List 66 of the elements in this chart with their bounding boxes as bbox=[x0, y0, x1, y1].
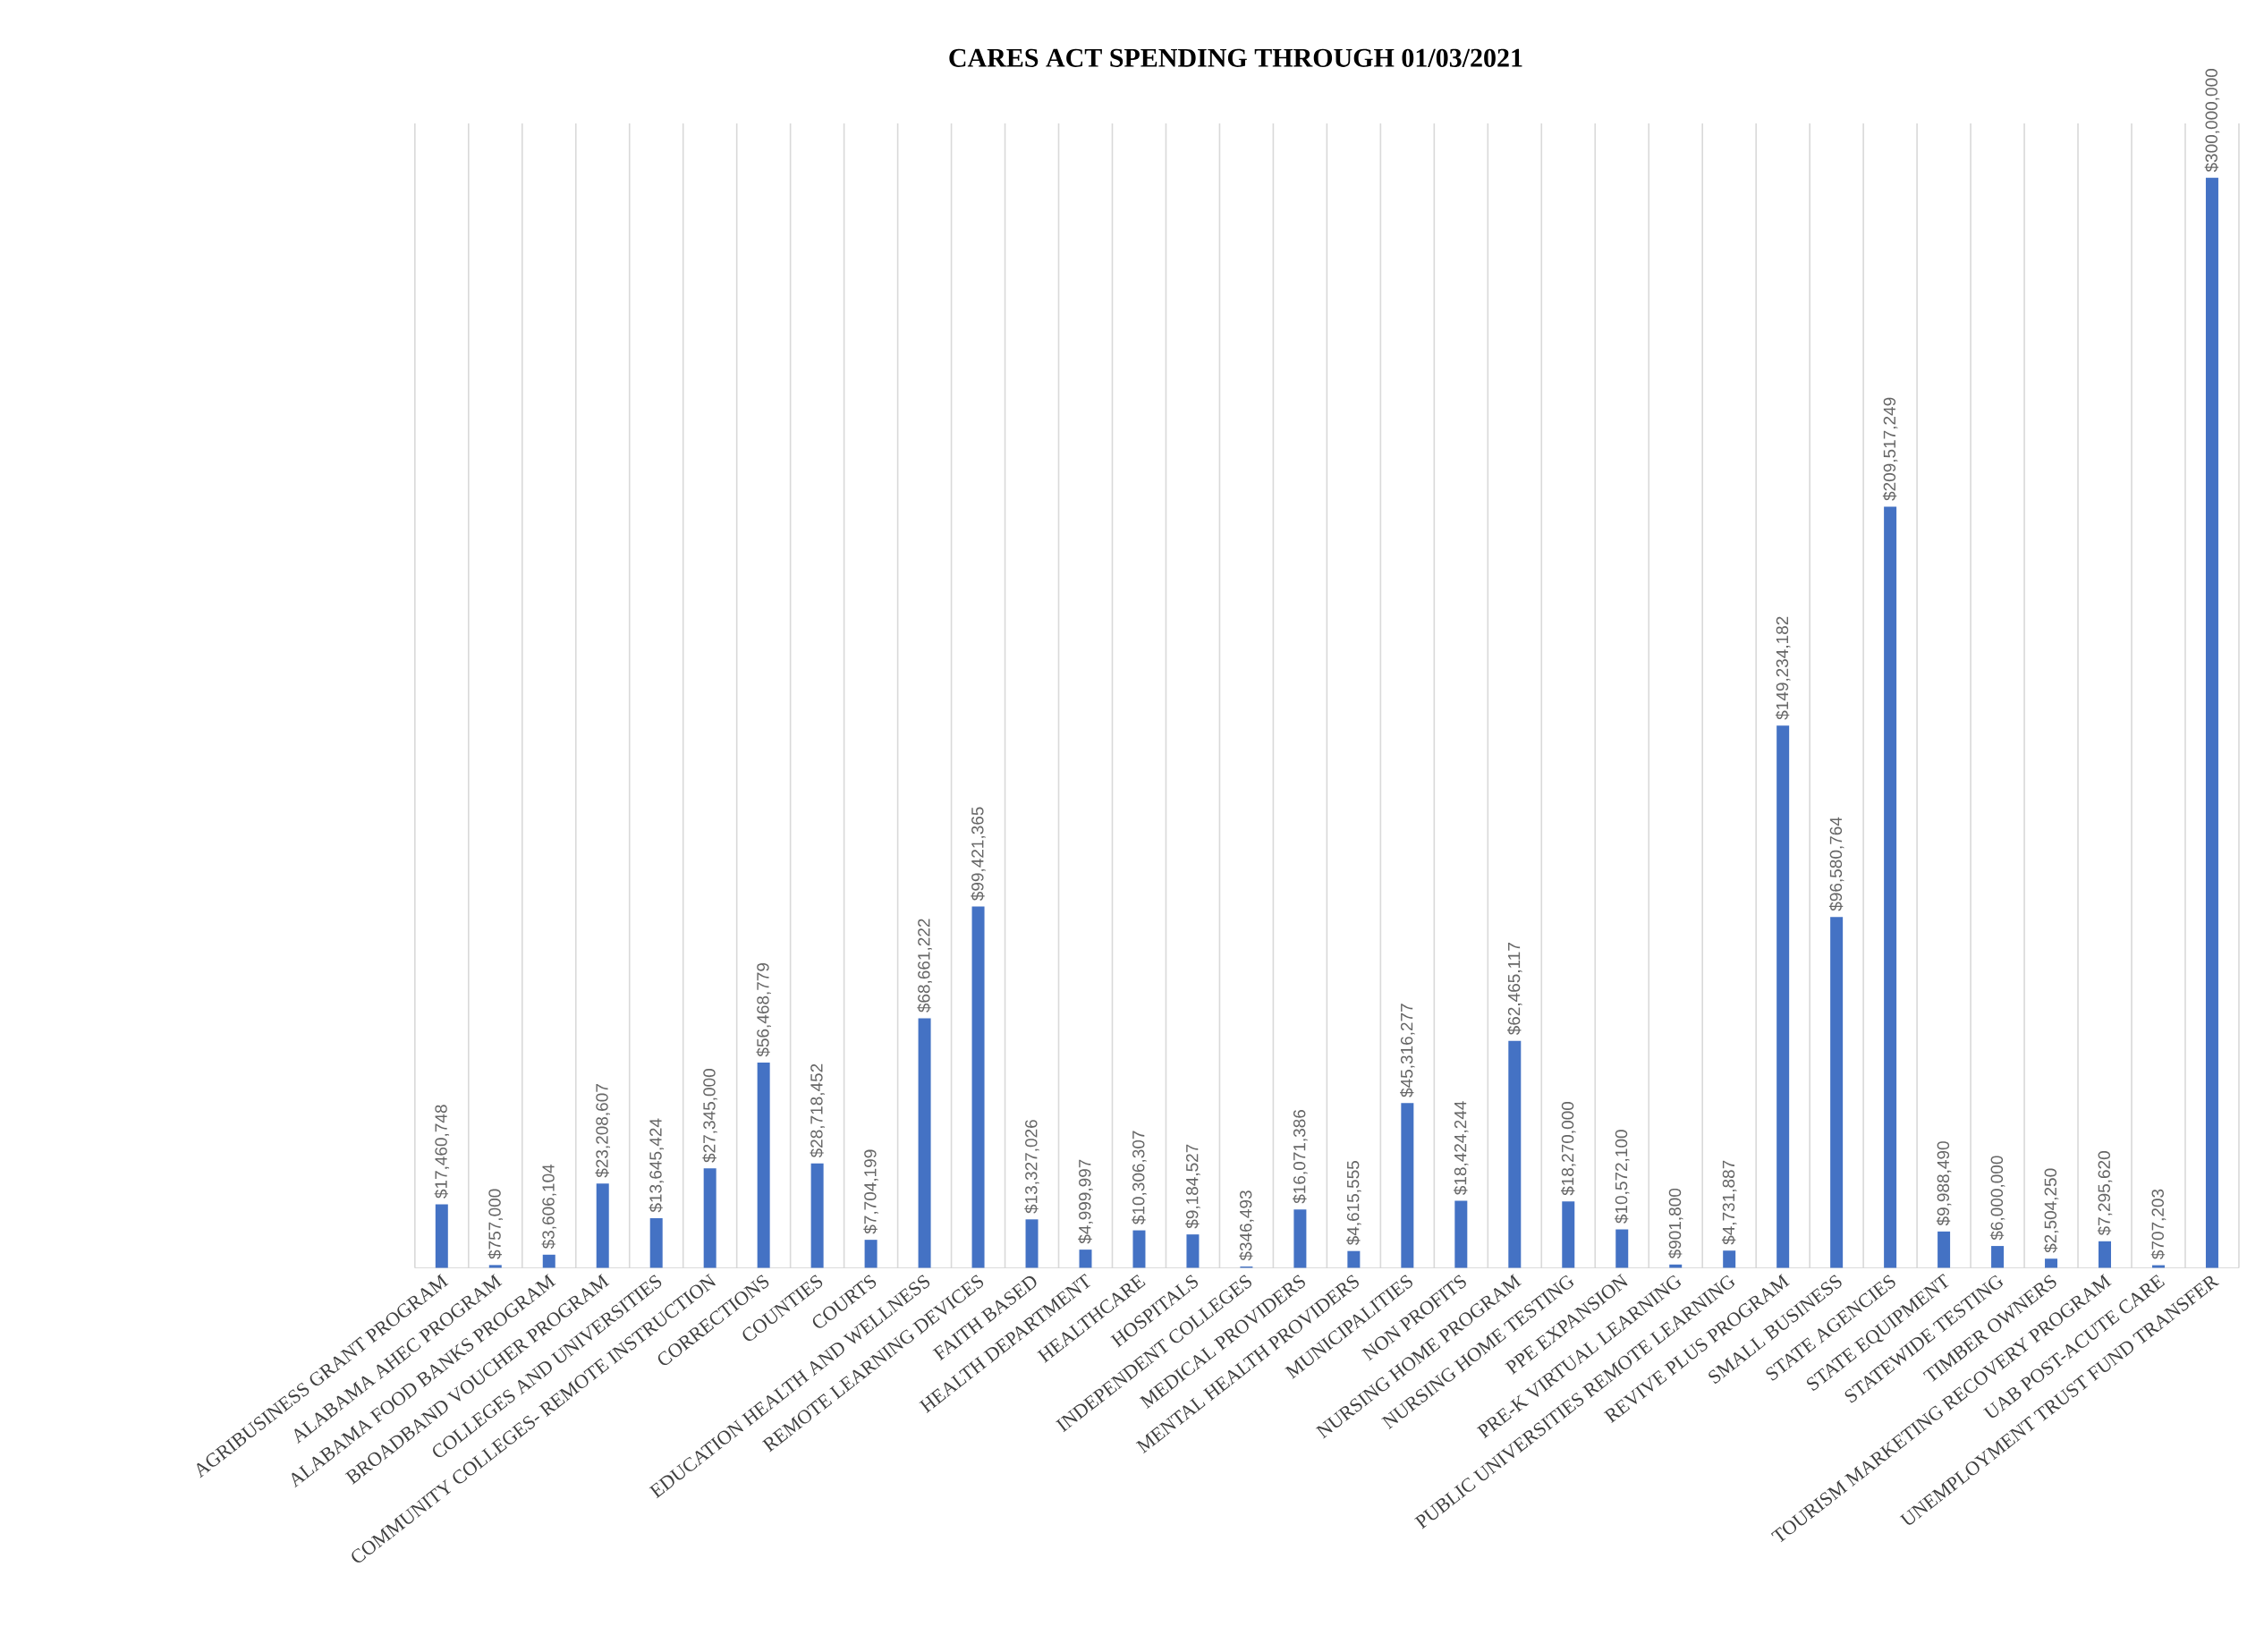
bar bbox=[703, 1168, 717, 1268]
data-label: $96,580,764 bbox=[1828, 817, 1844, 911]
data-label: $4,615,555 bbox=[1346, 1160, 1361, 1245]
data-label: $13,327,026 bbox=[1024, 1120, 1039, 1214]
data-label: $99,421,365 bbox=[971, 807, 986, 901]
bar bbox=[596, 1183, 609, 1268]
data-label: $346,493 bbox=[1239, 1190, 1254, 1261]
data-label: $28,718,452 bbox=[810, 1063, 825, 1158]
data-label: $13,645,424 bbox=[649, 1118, 664, 1213]
data-label: $62,465,117 bbox=[1507, 942, 1522, 1035]
bar bbox=[918, 1018, 931, 1268]
bar bbox=[810, 1163, 824, 1268]
bar bbox=[542, 1254, 555, 1268]
data-label: $18,270,000 bbox=[1561, 1101, 1576, 1196]
bar bbox=[1079, 1250, 1092, 1268]
data-label: $27,345,000 bbox=[702, 1068, 717, 1163]
bar bbox=[1186, 1234, 1200, 1268]
data-label: $23,208,607 bbox=[595, 1083, 610, 1178]
bar bbox=[1615, 1229, 1629, 1268]
bar bbox=[1132, 1230, 1146, 1268]
data-label: $9,988,490 bbox=[1936, 1141, 1952, 1226]
bar bbox=[1830, 917, 1844, 1268]
data-label: $18,424,244 bbox=[1454, 1101, 1469, 1195]
data-label: $7,295,620 bbox=[2097, 1150, 2113, 1236]
bar bbox=[1991, 1245, 2005, 1268]
data-label: $10,572,100 bbox=[1614, 1130, 1630, 1224]
data-label: $6,000,000 bbox=[1989, 1156, 2005, 1241]
bar bbox=[1025, 1219, 1039, 1268]
chart-title: CARES ACT SPENDING THROUGH 01/03/2021 bbox=[949, 48, 1522, 67]
bar bbox=[435, 1204, 448, 1268]
data-label: $209,517,249 bbox=[1882, 397, 1898, 501]
bar bbox=[1938, 1231, 1951, 1268]
bar bbox=[971, 906, 985, 1268]
bar bbox=[1293, 1209, 1307, 1268]
data-label: $4,999,997 bbox=[1078, 1159, 1093, 1244]
data-label: $10,306,307 bbox=[1132, 1131, 1147, 1224]
bar bbox=[649, 1217, 663, 1268]
bar bbox=[2045, 1258, 2058, 1268]
data-label: $68,661,222 bbox=[917, 919, 932, 1012]
bar bbox=[1401, 1103, 1414, 1268]
data-label: $3,606,104 bbox=[541, 1164, 557, 1250]
bar bbox=[1454, 1200, 1468, 1268]
bar bbox=[1347, 1250, 1361, 1268]
data-label: $4,731,887 bbox=[1721, 1160, 1737, 1245]
data-label: $45,316,277 bbox=[1400, 1004, 1415, 1097]
bar bbox=[757, 1062, 770, 1268]
data-label: $16,071,386 bbox=[1293, 1109, 1308, 1204]
data-label: $2,504,250 bbox=[2043, 1168, 2059, 1253]
bar bbox=[1508, 1040, 1522, 1268]
data-label: $901,800 bbox=[1667, 1188, 1683, 1259]
bar bbox=[1562, 1201, 1575, 1268]
data-label: $7,704,199 bbox=[863, 1149, 878, 1234]
bar bbox=[864, 1240, 878, 1268]
data-label: $757,000 bbox=[488, 1189, 504, 1259]
data-label: $56,468,779 bbox=[756, 962, 771, 1057]
bar bbox=[1776, 725, 1790, 1268]
bar bbox=[1884, 506, 1897, 1268]
bar bbox=[2205, 177, 2218, 1268]
bar bbox=[2099, 1241, 2112, 1268]
data-label: $9,184,527 bbox=[1185, 1144, 1200, 1229]
bar bbox=[1723, 1250, 1736, 1268]
data-label: $300,000,000 bbox=[2204, 68, 2220, 173]
bar bbox=[488, 1265, 502, 1268]
data-label: $149,234,182 bbox=[1775, 616, 1791, 720]
data-label: $17,460,748 bbox=[434, 1105, 450, 1199]
data-label: $707,203 bbox=[2150, 1189, 2166, 1259]
